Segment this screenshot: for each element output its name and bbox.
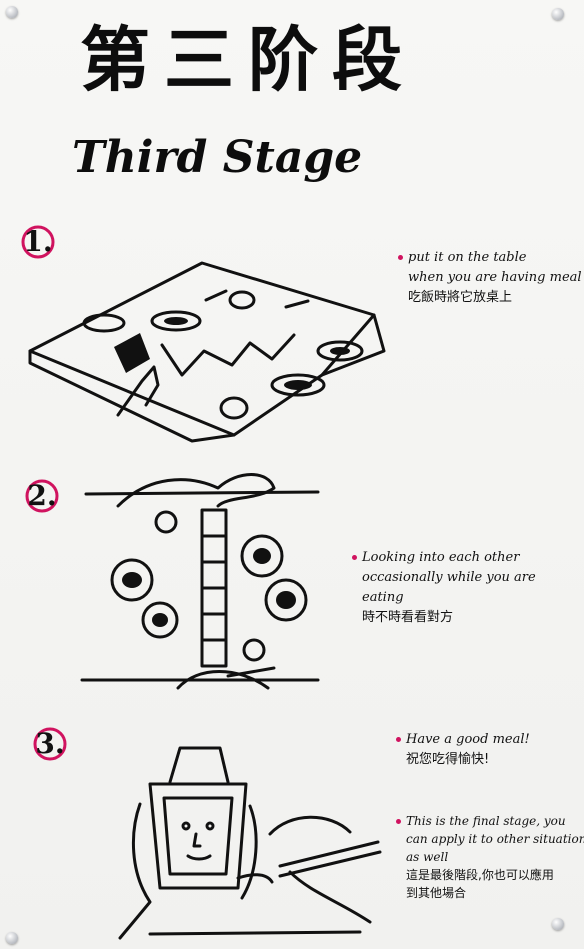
step-1-note: put it on the table when you are having … — [398, 248, 582, 308]
step-3-note-2-cn-2: 到其他場合 — [406, 886, 467, 900]
pushpin-bottom-left — [6, 932, 18, 944]
pushpin-bottom-right — [552, 918, 564, 930]
step-2-bullet — [352, 555, 357, 560]
pushpin-top-right — [552, 8, 564, 20]
step-2-note-line-3: eating — [362, 590, 404, 605]
step-3-label: 3. — [35, 727, 65, 760]
step-3-bullet-1 — [396, 737, 401, 742]
step-3-note-1-cn: 祝您吃得愉快! — [406, 752, 490, 767]
step-3-circle-icon — [33, 727, 67, 761]
step-3-bullet-2 — [396, 819, 401, 824]
title-chinese: 第三阶段 — [80, 18, 416, 101]
step-3-note-2-line-2: can apply it to other situations — [406, 832, 584, 846]
step-3-note-2: This is the final stage, you can apply i… — [396, 812, 584, 902]
step-2-note-line-2: occasionally while you are — [362, 570, 536, 585]
step-1-label: 1. — [23, 225, 53, 258]
step-3-note-2-cn: 這是最後階段,你也可以應用 — [406, 868, 554, 882]
step-3-note-2-line-3: as well — [406, 850, 449, 864]
step-2-table-illustration — [80, 473, 320, 690]
step-1-note-cn: 吃飯時將它放桌上 — [408, 290, 513, 305]
step-1-note-line-1: put it on the table — [408, 250, 527, 265]
step-1-note-line-2: when you are having meal — [408, 270, 582, 285]
step-2-note-cn: 時不時看看對方 — [362, 610, 454, 625]
step-2-note-line-1: Looking into each other — [362, 550, 520, 565]
pushpin-top-left — [6, 6, 18, 18]
step-2-circle-icon — [25, 479, 59, 513]
step-1-table-illustration — [28, 261, 386, 443]
step-1-number: 1. — [18, 222, 58, 262]
step-2-label: 2. — [27, 479, 57, 512]
step-2-note: Looking into each other occasionally whi… — [352, 548, 536, 628]
step-1-bullet — [398, 255, 403, 260]
step-3-number: 3. — [30, 724, 70, 764]
step-3-note-1-line-1: Have a good meal! — [406, 732, 530, 747]
step-1-circle-icon — [21, 225, 55, 259]
step-3-device-illustration — [118, 746, 382, 940]
step-3-note-2-line-1: This is the final stage, you — [406, 814, 566, 828]
title-english: Third Stage — [72, 132, 363, 183]
step-2-number: 2. — [22, 476, 62, 516]
step-3-note-1: Have a good meal! 祝您吃得愉快! — [396, 730, 530, 770]
